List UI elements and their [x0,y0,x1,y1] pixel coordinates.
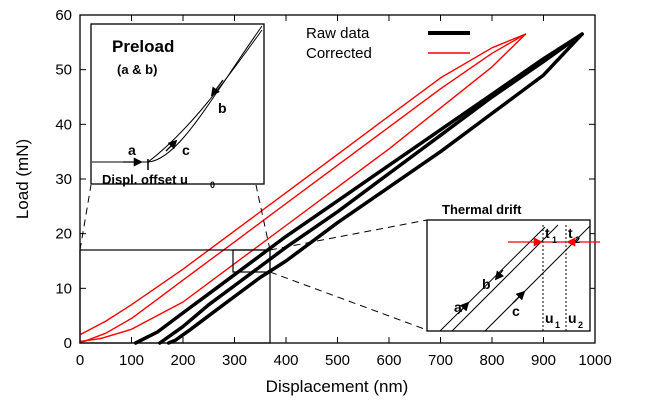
x-tick-label: 1000 [578,352,611,369]
legend: Raw data Corrected [306,25,470,62]
legend-label-raw: Raw data [306,25,370,42]
thermal-label-u2: u [568,310,577,326]
x-tick-label: 500 [325,352,350,369]
thermal-label-u2-sub: 2 [578,320,583,330]
thermal-label-t2-sub: 2 [575,235,580,245]
zoom-region-thermal [232,249,271,273]
thermal-label-t2: t [568,225,573,241]
raw-data-unloading-curve [166,32,584,345]
thermal-label-u1: u [545,310,554,326]
thermal-label-a: a [454,299,462,315]
x-tick-label: 600 [376,352,401,369]
preload-arrow-b [210,79,224,97]
thermal-arrow-c [512,290,526,304]
preload-subtitle: (a & b) [117,62,157,77]
thermal-inset: Thermal drift a b c t 1 t 2 u 1 u 2 [426,202,600,332]
preload-inset-frame [90,23,265,185]
y-tick-label: 20 [55,226,72,243]
y-tick-label: 10 [55,280,72,297]
zoom-region-preload [79,249,271,344]
series-layer [79,32,584,345]
x-tick-label: 300 [222,352,247,369]
corrected-reloading-curve [79,33,527,336]
y-tick-label: 30 [55,171,72,188]
x-tick-label: 400 [273,352,298,369]
connector-thermal-bottom [269,271,428,331]
raw-data-loading-curve [133,32,584,345]
raw-data-reloading-curve [158,32,584,345]
connector-preload-left [79,184,92,251]
x-axis-label: Displacement (nm) [266,377,409,396]
thermal-label-t1: t [545,225,550,241]
thermal-arrow-a [457,301,470,315]
x-tick-label: 100 [119,352,144,369]
x-tick-label: 700 [428,352,453,369]
preload-arrow-c [165,139,178,152]
preload-label-b: b [218,100,227,116]
x-tick-label: 0 [76,352,84,369]
preload-inset: Preload (a & b) a b c Displ. offset u 0 [90,23,265,190]
legend-label-corrected: Corrected [306,45,372,62]
preload-label-c: c [182,142,190,158]
connector-thermal-top [269,219,428,251]
thermal-arrow-b [494,269,505,281]
y-tick-label: 40 [55,116,72,133]
corrected-unloading-curve [79,33,527,343]
preload-curve-outer [92,25,263,163]
thermal-label-b: b [482,276,491,292]
y-tick-label: 50 [55,62,72,79]
thermal-title: Thermal drift [442,202,522,217]
thermal-label-c: c [512,303,520,319]
corrected-loading-curve [79,33,527,344]
preload-caption-sub: 0 [210,180,215,190]
x-tick-label: 200 [170,352,195,369]
x-tick-label: 800 [479,352,504,369]
thermal-inset-frame [426,219,591,332]
y-tick-label: 0 [64,335,72,352]
x-tick-label: 900 [531,352,556,369]
thermal-label-u1-sub: 1 [555,320,560,330]
preload-caption: Displ. offset u [102,172,188,187]
y-tick-label: 60 [55,7,72,24]
preload-title: Preload [112,37,174,56]
thermal-label-t1-sub: 1 [552,235,557,245]
x-axis-ticks: 0 100 200 300 400 500 600 700 800 900 1000 [76,15,612,369]
preload-label-a: a [128,142,136,158]
y-axis-label: Load (mN) [13,139,32,219]
thermal-line-1 [439,226,546,332]
preload-curve-inner [147,29,263,163]
